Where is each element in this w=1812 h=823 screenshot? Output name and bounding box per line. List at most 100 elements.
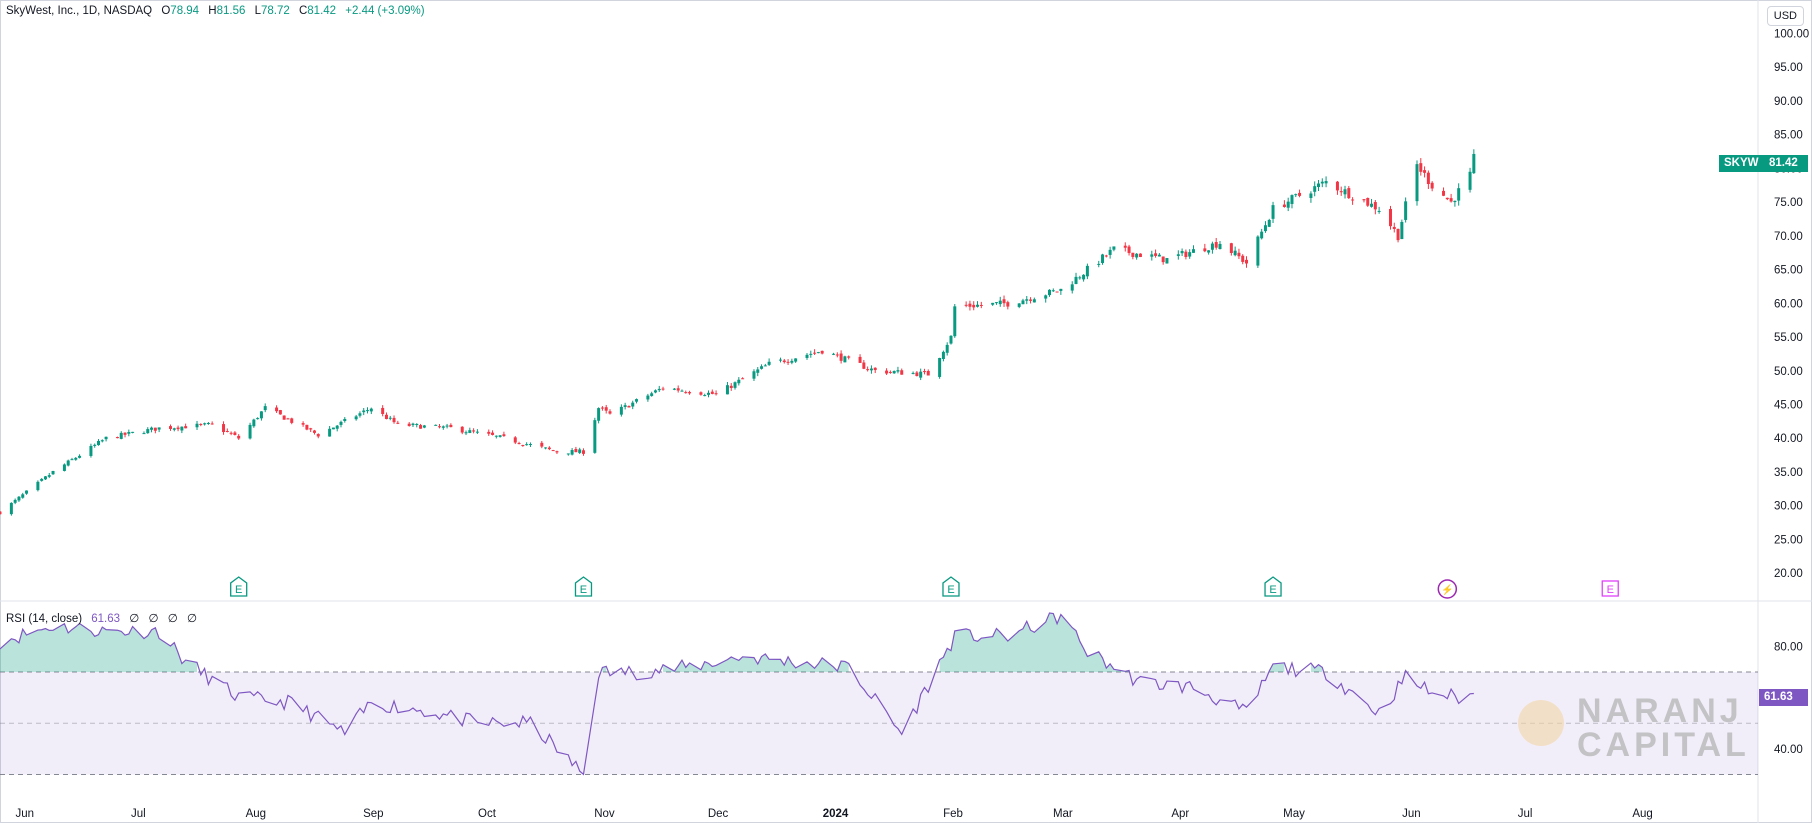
high-label: H xyxy=(208,5,217,17)
candle-body xyxy=(40,478,44,481)
candle-body xyxy=(1207,250,1211,253)
candle-body xyxy=(339,421,343,425)
candle-body xyxy=(517,443,521,445)
candle-body xyxy=(157,427,161,430)
candle-body xyxy=(1078,277,1082,279)
candle-body xyxy=(275,407,279,412)
symbol-header: SkyWest, Inc., 1D, NASDAQ O78.94 H81.56 … xyxy=(6,5,431,17)
candle-body xyxy=(312,430,316,433)
candle-body xyxy=(237,435,241,439)
candle-body xyxy=(369,408,373,412)
candle-body xyxy=(1059,288,1063,291)
rsi-overbought-fill xyxy=(1310,663,1323,673)
price-axis-tick-11: 45.00 xyxy=(1774,399,1803,411)
price-axis-tick-5: 75.00 xyxy=(1774,197,1803,209)
candle-body xyxy=(278,410,282,415)
price-axis-tick-14: 30.00 xyxy=(1774,501,1803,513)
candle-body xyxy=(384,414,388,420)
candle-body xyxy=(70,459,74,461)
candle-body xyxy=(707,392,711,395)
candle-body xyxy=(725,385,729,395)
candle-body xyxy=(358,413,362,416)
candle-body xyxy=(964,304,968,306)
rsi-placeholder-4: ∅ xyxy=(186,613,197,625)
candle-body xyxy=(816,352,820,354)
candle-body xyxy=(869,368,873,371)
candle-body xyxy=(866,369,870,371)
candle-body xyxy=(646,395,650,400)
candle-body xyxy=(309,428,313,430)
candle-body xyxy=(1150,254,1154,257)
candle-body xyxy=(13,499,17,503)
candle-body xyxy=(119,432,123,439)
candle-body xyxy=(195,423,199,428)
dividend-marker xyxy=(1437,579,1458,599)
rsi-overbought-fill xyxy=(0,623,198,673)
candle-body xyxy=(1055,291,1059,293)
candle-body xyxy=(809,353,813,355)
watermark-line1: NARANJ xyxy=(1577,692,1743,730)
candle-body xyxy=(199,423,203,425)
candle-body xyxy=(62,464,66,471)
candle-body xyxy=(710,391,714,394)
candle-body xyxy=(752,371,756,379)
candle-body xyxy=(600,407,604,409)
candle-body xyxy=(555,451,559,453)
candle-body xyxy=(525,444,529,446)
candle-body xyxy=(1377,210,1381,212)
candle-body xyxy=(316,434,320,437)
candle-body xyxy=(74,457,78,460)
candle-body xyxy=(1188,252,1192,257)
candle-body xyxy=(1290,195,1294,204)
candle-body xyxy=(1419,163,1423,172)
candle-body xyxy=(1343,189,1347,195)
price-axis-tick-10: 50.00 xyxy=(1774,366,1803,378)
candle-body xyxy=(1157,254,1161,257)
candle-body xyxy=(858,356,862,363)
future-earnings-marker xyxy=(1601,580,1619,597)
candle-body xyxy=(805,354,809,358)
candle-body xyxy=(521,445,525,447)
candle-body xyxy=(767,361,771,365)
candle-body xyxy=(468,430,472,433)
candle-body xyxy=(343,418,347,422)
candle-body xyxy=(233,432,237,435)
candle-body xyxy=(21,494,25,498)
candle-body xyxy=(1006,302,1010,307)
candle-body xyxy=(1180,251,1184,254)
candle-body xyxy=(900,370,904,375)
candle-body xyxy=(184,426,188,429)
candle-body xyxy=(661,388,665,390)
time-axis-tick-14: Aug xyxy=(1632,808,1652,820)
candle-body xyxy=(115,437,119,439)
rsi-header: RSI (14, close) 61.63 ∅ ∅ ∅ ∅ xyxy=(6,611,203,625)
candle-body xyxy=(998,300,1002,305)
rsi-placeholder-3: ∅ xyxy=(167,613,178,625)
watermark-logo xyxy=(1518,700,1564,746)
candle-body xyxy=(688,392,692,394)
candle-body xyxy=(475,431,479,433)
candle-body xyxy=(843,356,847,363)
candle-body xyxy=(396,422,400,424)
candle-body xyxy=(1044,295,1048,299)
rsi-band-fill xyxy=(0,672,1758,775)
candle-body xyxy=(282,415,286,420)
candle-body xyxy=(1161,256,1165,263)
candle-body xyxy=(813,352,817,354)
candle-body xyxy=(36,481,40,491)
time-axis-tick-12: Jun xyxy=(1402,808,1421,820)
candle-body xyxy=(938,357,942,377)
candle-body xyxy=(1347,188,1351,199)
candle-body xyxy=(513,437,517,443)
open-label: O xyxy=(161,5,171,17)
candle-body xyxy=(210,423,214,425)
candle-body xyxy=(976,304,980,307)
rsi-placeholder-2: ∅ xyxy=(148,613,159,625)
watermark-line2: CAPITAL xyxy=(1577,726,1750,764)
currency-button[interactable]: USD xyxy=(1766,6,1804,26)
candle-body xyxy=(1457,188,1461,201)
candle-body xyxy=(885,370,889,374)
candle-body xyxy=(1426,172,1430,185)
candle-body xyxy=(1131,252,1135,257)
